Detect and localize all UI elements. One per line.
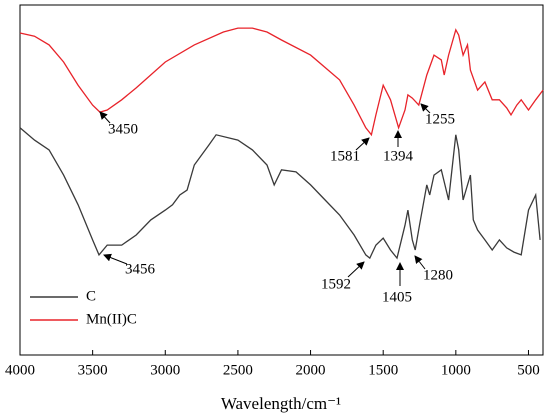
annotation: 1280 — [423, 267, 453, 283]
spectrum-line — [19, 27, 544, 137]
legend-label: C — [86, 288, 96, 304]
annotation: 3456 — [125, 261, 156, 277]
spectrum-line — [19, 127, 541, 260]
x-axis-label: Wavelength/cm⁻¹ — [221, 394, 341, 413]
annotation: 3450 — [108, 121, 138, 137]
x-tick-label: 1000 — [441, 362, 471, 378]
x-tick-label: 4000 — [5, 362, 35, 378]
x-tick-label: 2500 — [223, 362, 253, 378]
annotation-arrow — [103, 253, 128, 265]
annotation-arrow — [99, 111, 111, 124]
x-tick-label: 3000 — [150, 362, 180, 378]
plot-frame — [19, 4, 544, 356]
annotation-arrow — [355, 137, 370, 151]
legend-label: Mn(II)C — [86, 311, 137, 327]
annotation-arrow — [420, 103, 431, 114]
x-tick-label: 3500 — [78, 362, 108, 378]
annotation-arrow — [414, 255, 426, 270]
annotation: 1255 — [425, 111, 455, 127]
x-tick-label: 1500 — [368, 362, 398, 378]
annotation: 1405 — [382, 289, 412, 305]
annotation: 1581 — [330, 148, 360, 164]
annotation: 1592 — [321, 276, 351, 292]
x-tick-label: 500 — [517, 362, 540, 378]
x-tick-label: 2000 — [296, 362, 326, 378]
annotation: 1394 — [383, 148, 414, 164]
annotation-arrow — [347, 261, 365, 278]
